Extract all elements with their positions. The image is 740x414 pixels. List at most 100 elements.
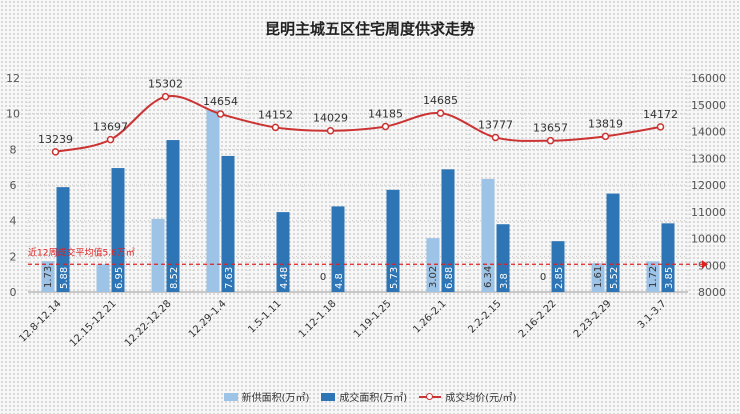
- supply-bar-label: 1.73: [43, 266, 54, 288]
- supply-bar: [426, 238, 440, 292]
- deal-bar-label: 4.48: [279, 267, 290, 289]
- left-axis-tick-label: 2: [10, 250, 17, 263]
- price-label: 14152: [258, 108, 293, 121]
- price-point: [51, 148, 60, 156]
- price-line: [55, 94, 661, 153]
- legend-item-deal: 成交面积(万㎡): [321, 389, 407, 404]
- legend-item-supply: 新供面积(万㎡): [223, 389, 310, 404]
- supply-bar: [646, 261, 660, 292]
- x-tick-label: 12.15-12.21: [68, 298, 119, 349]
- legend: 新供面积(万㎡) 成交面积(万㎡) 成交均价(元/㎡): [0, 389, 740, 404]
- legend-item-price: 成交均价(元/㎡): [419, 389, 516, 404]
- reference-line-arrow: [702, 260, 708, 269]
- deal-bar-label: 5.52: [609, 267, 620, 289]
- deal-bar-label: 4.8: [334, 273, 345, 289]
- price-label: 13697: [93, 121, 128, 134]
- legend-swatch-supply: [223, 392, 238, 401]
- price-label: 14685: [423, 94, 458, 107]
- price-label: 14172: [643, 108, 678, 121]
- x-tick-label: 1.19-1.25: [352, 298, 394, 340]
- price-point: [381, 122, 390, 131]
- right-axis-tick-label: 15000: [691, 99, 726, 112]
- price-point: [106, 135, 115, 144]
- chart-title: 昆明主城五区住宅周度供求走势: [264, 20, 475, 38]
- supply-bar: [96, 264, 110, 292]
- deal-bar-label: 6.88: [444, 267, 455, 289]
- price-label: 14654: [203, 95, 238, 108]
- supply-bar-label: 6.34: [483, 266, 494, 288]
- price-label: 13819: [588, 117, 623, 130]
- price-point: [656, 123, 665, 131]
- deal-bar: [166, 140, 180, 292]
- right-axis-tick-label: 10000: [691, 233, 726, 246]
- price-label: 14029: [313, 112, 348, 125]
- left-axis-tick-label: 0: [10, 286, 17, 299]
- price-label: 13239: [38, 133, 73, 146]
- supply-bar: [151, 218, 165, 292]
- deal-bar-label: 6.95: [114, 267, 125, 289]
- x-tick-label: 1.5-1.11: [246, 298, 283, 335]
- left-axis-tick-label: 12: [6, 72, 20, 85]
- x-tick-label: 12.29-1.4: [187, 298, 229, 340]
- right-axis-tick-label: 16000: [691, 72, 726, 85]
- left-axis-tick-label: 4: [10, 215, 17, 228]
- right-axis-tick-label: 14000: [691, 126, 726, 139]
- deal-bar: [606, 193, 620, 292]
- supply-bar-label: 0: [320, 272, 326, 283]
- left-axis-tick-label: 8: [10, 143, 17, 156]
- deal-bar: [551, 241, 565, 292]
- supply-bar-label: 0: [540, 272, 546, 283]
- price-point: [271, 123, 280, 132]
- price-label: 13777: [478, 118, 513, 131]
- price-label: 15302: [148, 78, 183, 91]
- price-point: [326, 126, 335, 135]
- supply-bar: [206, 110, 220, 292]
- deal-bar-label: 3.85: [664, 267, 675, 289]
- x-tick-label: 2.23-2.29: [572, 298, 614, 340]
- x-tick-label: 2.16-2.22: [517, 298, 559, 340]
- deal-bar-label: 7.63: [224, 267, 235, 289]
- x-tick-label: 12.22-12.28: [123, 298, 174, 349]
- deal-bar-label: 8.52: [169, 267, 180, 289]
- legend-label-supply: 新供面积(万㎡): [241, 393, 310, 404]
- deal-bar: [496, 224, 510, 292]
- deal-bar-label: 5.73: [389, 267, 400, 289]
- price-point: [161, 92, 170, 101]
- deal-bar: [386, 189, 400, 292]
- deal-bar: [661, 223, 675, 292]
- price-point: [491, 133, 500, 142]
- legend-label-price: 成交均价(元/㎡): [445, 393, 517, 404]
- right-axis-tick-label: 12000: [691, 179, 726, 192]
- price-point: [216, 110, 225, 118]
- deal-bar: [56, 187, 70, 292]
- supply-bar-label: 1.61: [593, 266, 604, 288]
- deal-bar: [111, 168, 125, 292]
- supply-bar-label: 3.02: [428, 266, 439, 288]
- right-axis-tick-label: 11000: [691, 206, 726, 219]
- x-tick-label: 2.2-2.15: [466, 298, 503, 335]
- x-tick-label: 3.1-3.7: [636, 298, 669, 331]
- supply-bar: [591, 263, 605, 292]
- deal-bar-label: 5.88: [59, 267, 70, 289]
- deal-bar: [221, 155, 235, 292]
- legend-swatch-deal: [321, 392, 336, 401]
- price-point: [601, 132, 610, 141]
- price-label: 13657: [533, 122, 568, 135]
- price-point: [546, 136, 555, 145]
- reference-line-label: 近12周成交平均值5.6万㎡: [28, 246, 135, 258]
- left-axis-tick-label: 10: [6, 108, 20, 121]
- x-tick-label: 12.8-12.14: [17, 298, 63, 344]
- price-point: [436, 109, 445, 117]
- x-tick-label: 1.26-2.1: [411, 298, 448, 335]
- left-axis-tick-label: 6: [10, 179, 17, 192]
- deal-bar: [276, 212, 290, 292]
- deal-bar-label: 3.8: [499, 273, 510, 289]
- supply-bar-label: 1.72: [648, 266, 659, 288]
- legend-label-deal: 成交面积(万㎡): [339, 393, 408, 404]
- price-label: 14185: [368, 108, 403, 121]
- legend-swatch-price: [419, 392, 442, 401]
- deal-bar: [331, 206, 345, 292]
- supply-bar: [41, 261, 55, 292]
